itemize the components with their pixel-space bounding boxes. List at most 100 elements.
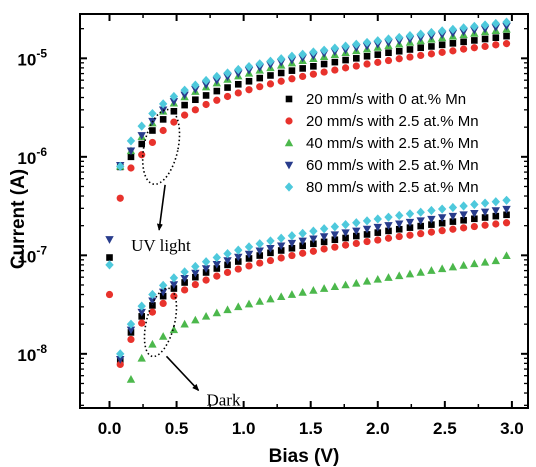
data-point-dark xyxy=(459,261,468,269)
data-point-dark xyxy=(319,224,329,234)
data-point-dark xyxy=(492,220,500,228)
data-point-uv-light xyxy=(116,194,124,202)
y-axis-title: Current (A) xyxy=(8,169,29,269)
data-point-dark xyxy=(244,299,254,308)
data-point-dark xyxy=(492,212,500,220)
data-point-dark xyxy=(148,289,157,300)
data-point-dark xyxy=(352,227,361,236)
data-point-dark xyxy=(212,308,222,317)
data-point-dark xyxy=(298,288,307,296)
data-point-uv-light xyxy=(395,47,403,55)
legend-marker xyxy=(284,161,294,170)
data-point-uv-light xyxy=(181,101,188,109)
data-point-dark xyxy=(158,280,168,291)
data-point-dark xyxy=(502,195,511,205)
data-point-uv-light xyxy=(492,41,500,49)
data-point-dark xyxy=(201,257,211,267)
data-point-dark xyxy=(395,225,403,233)
data-point-dark xyxy=(438,219,446,227)
data-point-dark xyxy=(405,218,415,227)
data-point-dark xyxy=(502,219,511,227)
data-point-dark xyxy=(169,325,179,334)
data-point-uv-light xyxy=(449,47,457,55)
data-point-uv-light xyxy=(330,43,340,53)
x-tick-label: 3.0 xyxy=(500,419,524,438)
data-point-dark xyxy=(480,257,490,266)
data-point-dark xyxy=(287,290,297,298)
data-point-dark xyxy=(298,228,307,238)
series-5 xyxy=(105,17,511,359)
data-point-dark xyxy=(481,221,489,229)
annotations: UV light Dark xyxy=(131,108,241,409)
dark-arrow xyxy=(165,355,200,392)
data-point-dark xyxy=(169,273,179,283)
y-tick-exponent: -5 xyxy=(36,46,47,60)
data-point-uv-light xyxy=(149,127,156,134)
data-point-dark xyxy=(106,254,113,261)
data-point-dark xyxy=(277,247,285,254)
data-point-dark xyxy=(266,294,275,303)
data-point-uv-light xyxy=(449,40,457,47)
data-point-dark xyxy=(384,273,393,281)
data-point-dark xyxy=(405,209,415,219)
x-tick-label: 1.5 xyxy=(299,419,323,438)
data-point-dark xyxy=(428,221,435,228)
y-tick-exponent: -6 xyxy=(36,145,47,159)
data-point-dark xyxy=(362,216,372,226)
data-point-uv-light xyxy=(341,41,350,51)
legend-entry-1: 20 mm/s with 0 at.% Mn xyxy=(285,91,466,108)
data-point-dark xyxy=(341,229,350,238)
data-point-dark xyxy=(491,207,501,215)
data-point-uv-light xyxy=(234,70,243,78)
data-point-uv-light xyxy=(191,85,200,94)
data-point-dark xyxy=(406,231,414,239)
data-point-dark xyxy=(330,231,340,240)
data-point-dark xyxy=(373,214,382,224)
data-point-uv-light xyxy=(255,59,264,69)
data-point-dark xyxy=(502,205,511,214)
plot-frame xyxy=(79,13,529,409)
data-point-dark xyxy=(234,253,243,262)
data-point-uv-light xyxy=(201,81,211,90)
data-point-uv-light xyxy=(287,51,297,61)
data-point-uv-light xyxy=(223,92,232,101)
data-point-uv-light xyxy=(448,24,458,34)
data-point-dark xyxy=(449,225,457,233)
data-point-uv-light xyxy=(148,138,157,147)
data-point-uv-light xyxy=(212,77,222,85)
data-point-uv-light xyxy=(459,23,468,33)
x-axis-title: Bias (V) xyxy=(269,446,340,467)
data-point-dark xyxy=(287,239,297,248)
y-tick-label: 10-8 xyxy=(17,342,47,365)
data-point-dark xyxy=(202,276,210,284)
data-point-dark xyxy=(448,262,458,271)
data-point-uv-light xyxy=(492,34,500,41)
data-point-dark xyxy=(470,222,478,231)
data-point-dark xyxy=(427,228,436,236)
data-point-uv-light xyxy=(342,56,349,64)
data-point-dark xyxy=(191,315,200,324)
data-point-dark xyxy=(287,231,297,241)
data-point-dark xyxy=(416,268,425,276)
data-point-uv-light xyxy=(192,96,199,104)
data-point-dark xyxy=(384,234,393,242)
data-point-uv-light xyxy=(309,47,318,57)
data-point-dark xyxy=(481,214,489,221)
data-point-uv-light xyxy=(470,21,479,31)
data-point-uv-light xyxy=(374,51,382,58)
legend-label: 20 mm/s with 0 at.% Mn xyxy=(306,91,466,108)
data-point-uv-light xyxy=(127,164,135,172)
data-point-dark xyxy=(138,319,146,327)
data-point-uv-light xyxy=(288,67,296,74)
axes: 0.0 0.5 1.0 1.5 2.0 2.5 3.010-810-710-610-5Bia… xyxy=(8,13,529,467)
data-point-uv-light xyxy=(427,27,436,38)
data-point-dark xyxy=(244,242,254,252)
data-point-dark xyxy=(341,280,350,289)
data-point-dark xyxy=(460,216,467,224)
data-point-dark xyxy=(276,242,286,251)
data-point-dark xyxy=(244,250,254,259)
data-point-dark xyxy=(276,233,286,243)
data-point-uv-light xyxy=(116,161,125,171)
data-point-dark xyxy=(288,244,296,252)
data-point-dark xyxy=(319,233,329,241)
